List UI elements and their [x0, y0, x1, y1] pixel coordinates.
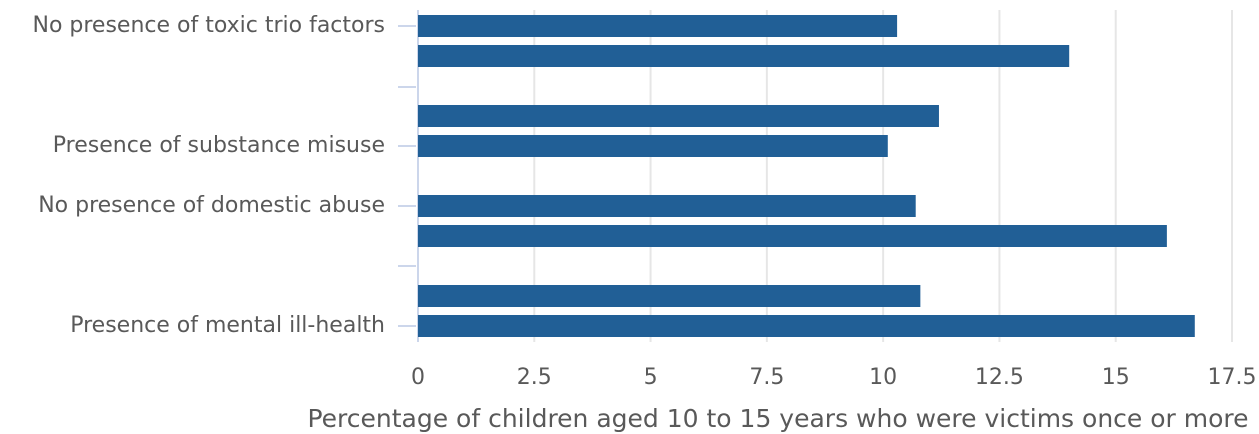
- y-tick-label: No presence of toxic trio factors: [32, 13, 385, 38]
- x-tick-label: 10: [869, 365, 897, 390]
- bar: [418, 285, 921, 307]
- bar: [418, 315, 1195, 337]
- bar: [418, 135, 888, 157]
- bar: [418, 45, 1070, 67]
- bar: [418, 105, 939, 127]
- x-tick-label: 0: [411, 365, 425, 390]
- x-axis-label: Percentage of children aged 10 to 15 yea…: [307, 404, 1248, 433]
- x-tick-label: 7.5: [749, 365, 784, 390]
- x-tick-label: 12.5: [975, 365, 1024, 390]
- x-tick-label: 5: [644, 365, 658, 390]
- y-tick-label: Presence of substance misuse: [53, 133, 385, 158]
- y-tick-label: Presence of mental ill-health: [70, 313, 385, 338]
- bar: [418, 15, 898, 37]
- x-tick-label: 2.5: [517, 365, 552, 390]
- x-tick-label: 17.5: [1208, 365, 1257, 390]
- x-tick-label: 15: [1102, 365, 1130, 390]
- bar: [418, 195, 916, 217]
- bar: [418, 225, 1167, 247]
- y-tick-label: No presence of domestic abuse: [38, 193, 385, 218]
